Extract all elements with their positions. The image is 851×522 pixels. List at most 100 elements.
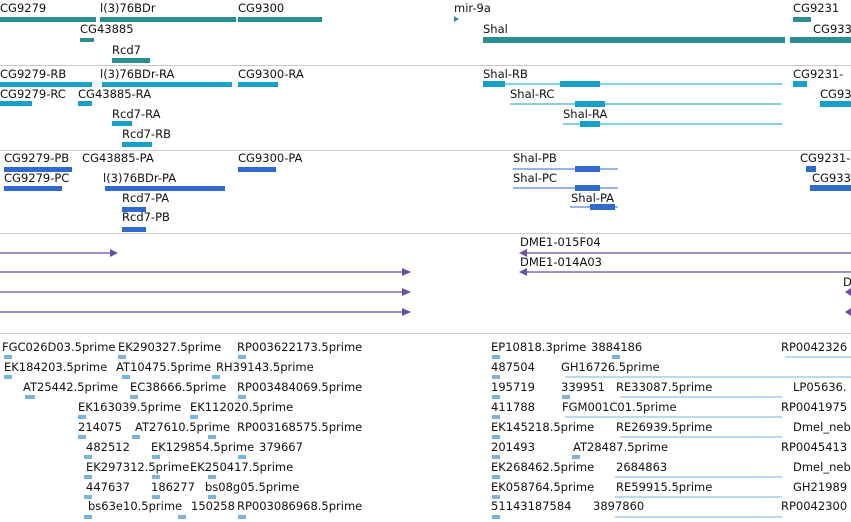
protein-feature[interactable] <box>575 166 600 172</box>
est-label[interactable]: RP0042300 <box>781 499 848 513</box>
est-label[interactable]: 487504 <box>491 360 535 374</box>
transcript-feature[interactable] <box>112 121 132 126</box>
protein-label[interactable]: Rcd7-PB <box>122 210 170 224</box>
transcript-feature[interactable] <box>483 81 505 87</box>
transcript-feature[interactable] <box>575 101 605 107</box>
protein-label[interactable]: l(3)76BDr-PA <box>103 171 177 185</box>
protein-label[interactable]: Shal-PC <box>513 171 557 185</box>
est-feature[interactable] <box>122 375 130 379</box>
est-label[interactable]: RE59915.5prime <box>616 480 713 494</box>
transcript-feature[interactable] <box>580 121 600 127</box>
transcript-label[interactable]: Shal-RC <box>510 87 555 101</box>
est-feature[interactable] <box>572 455 580 459</box>
protein-label[interactable]: CG43885-PA <box>82 151 154 165</box>
est-feature[interactable] <box>178 515 186 519</box>
protein-label[interactable]: CG9279-PB <box>4 151 70 165</box>
est-feature[interactable] <box>152 455 160 459</box>
est-label[interactable]: FGC026D03.5prime <box>2 340 116 354</box>
est-feature[interactable] <box>492 375 500 379</box>
protein-feature[interactable] <box>575 185 600 191</box>
est-feature[interactable] <box>492 415 500 419</box>
est-label[interactable]: EK163039.5prime <box>78 400 182 414</box>
transcript-feature[interactable] <box>560 81 600 87</box>
protein-feature[interactable] <box>238 167 276 172</box>
est-feature[interactable] <box>190 415 198 419</box>
est-label[interactable]: EP10818.3prime <box>491 340 587 354</box>
est-label[interactable]: AT10475.5prime <box>116 360 212 374</box>
est-feature[interactable] <box>492 355 500 359</box>
est-label[interactable]: EC38666.5prime <box>130 380 227 394</box>
transcript-label[interactable]: Shal-RB <box>483 67 528 81</box>
gene-label[interactable]: Shal <box>483 22 508 36</box>
est-label[interactable]: EK112020.5prime <box>190 400 294 414</box>
gene-label[interactable]: mir-9a <box>454 1 491 15</box>
protein-label[interactable]: Shal-PB <box>513 151 557 165</box>
est-label[interactable]: RE26939.5prime <box>616 420 713 434</box>
est-feature[interactable] <box>612 355 620 359</box>
est-label[interactable]: RP003622173.5prime <box>237 340 363 354</box>
protein-feature[interactable] <box>810 185 851 191</box>
clone-label[interactable]: DME1-014A03 <box>520 255 602 269</box>
est-feature[interactable] <box>4 355 12 359</box>
protein-feature[interactable] <box>806 166 816 172</box>
est-label[interactable]: 186277 <box>151 480 195 494</box>
gene-feature[interactable] <box>0 17 96 22</box>
transcript-label[interactable]: l(3)76BDr-RA <box>100 67 175 81</box>
est-label[interactable]: 214075 <box>78 420 122 434</box>
est-label[interactable]: bs63e10.5prime <box>88 499 183 513</box>
est-label[interactable]: AT27610.5prime <box>135 420 231 434</box>
est-label[interactable]: 3897860 <box>593 499 645 513</box>
est-feature[interactable] <box>492 475 500 479</box>
est-feature[interactable] <box>84 515 92 519</box>
est-label[interactable]: EK129854.5prime <box>151 440 255 454</box>
est-label[interactable]: FGM001C01.5prime <box>562 400 677 414</box>
transcript-feature[interactable] <box>820 101 851 107</box>
est-feature[interactable] <box>492 395 500 399</box>
est-label[interactable]: EK058764.5prime <box>491 480 595 494</box>
transcript-label[interactable]: CG9279-RC <box>0 87 66 101</box>
est-label[interactable]: bs08g05.5prime <box>205 480 300 494</box>
gene-label[interactable]: CG9300 <box>238 1 285 15</box>
protein-label[interactable]: CG9300-PA <box>238 151 303 165</box>
est-feature[interactable] <box>118 355 126 359</box>
est-feature[interactable] <box>492 515 500 519</box>
est-feature[interactable] <box>78 415 86 419</box>
transcript-feature[interactable] <box>0 101 32 106</box>
est-label[interactable]: RE33087.5prime <box>616 380 713 394</box>
protein-feature[interactable] <box>105 186 225 191</box>
est-feature[interactable] <box>238 455 246 459</box>
est-label[interactable]: RP003168575.5prime <box>237 420 363 434</box>
est-label[interactable]: EK184203.5prime <box>4 360 108 374</box>
est-label[interactable]: Dmel_neb <box>793 420 851 434</box>
est-label[interactable]: RP0045413 <box>781 440 848 454</box>
transcript-label[interactable]: CG933 <box>820 87 851 101</box>
gene-feature[interactable] <box>454 16 459 22</box>
est-feature[interactable] <box>84 475 92 479</box>
est-label[interactable]: EK268462.5prime <box>491 460 595 474</box>
transcript-feature[interactable] <box>793 81 807 87</box>
est-label[interactable]: 51143187584 <box>491 499 572 513</box>
est-label[interactable]: 2684863 <box>616 460 668 474</box>
est-label[interactable]: GH21989 <box>793 480 848 494</box>
est-feature[interactable] <box>84 495 92 499</box>
est-feature[interactable] <box>132 435 140 439</box>
est-feature[interactable] <box>152 495 160 499</box>
est-feature[interactable] <box>208 435 216 439</box>
protein-feature[interactable] <box>4 186 62 191</box>
est-feature[interactable] <box>238 515 246 519</box>
protein-feature[interactable] <box>590 204 615 210</box>
gene-label[interactable]: CG43885 <box>80 22 134 36</box>
est-label[interactable]: 339951 <box>561 380 605 394</box>
protein-label[interactable]: Rcd7-PA <box>122 191 170 205</box>
est-label[interactable]: RP003484069.5prime <box>237 380 363 394</box>
protein-label[interactable]: CG933 <box>812 171 851 185</box>
est-label[interactable]: 411788 <box>491 400 535 414</box>
est-feature[interactable] <box>130 395 138 399</box>
est-label[interactable]: EK250417.5prime <box>190 460 294 474</box>
transcript-label[interactable]: Shal-RA <box>563 107 608 121</box>
gene-label[interactable]: CG933 <box>813 22 851 36</box>
est-label[interactable]: 3884186 <box>591 340 643 354</box>
est-label[interactable]: RP003086968.5prime <box>237 499 363 513</box>
est-label[interactable]: EK297312.5prime <box>86 460 190 474</box>
est-label[interactable]: RH39143.5prime <box>216 360 314 374</box>
